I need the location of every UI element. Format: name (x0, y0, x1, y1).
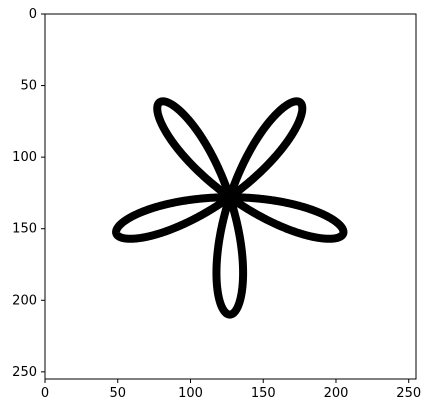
y-tick-label: 0 (29, 7, 37, 22)
axes: 0 50 100 150 200 250 0 50 100 150 200 250 (12, 7, 421, 401)
x-tick-label: 150 (251, 386, 276, 401)
y-tick-label: 50 (20, 79, 37, 94)
plot-area (45, 14, 416, 379)
y-tick-label: 150 (12, 222, 37, 237)
x-tick-label: 250 (396, 386, 421, 401)
x-tick-label: 100 (178, 386, 203, 401)
x-tick-label: 50 (109, 386, 126, 401)
y-tick-label: 200 (12, 293, 37, 308)
y-tick-label: 100 (12, 150, 37, 165)
axes-frame (44, 13, 417, 380)
y-tick-label: 250 (12, 365, 37, 380)
x-tick-label: 0 (41, 386, 49, 401)
rose-curve (112, 97, 348, 319)
x-tick-label: 200 (324, 386, 349, 401)
